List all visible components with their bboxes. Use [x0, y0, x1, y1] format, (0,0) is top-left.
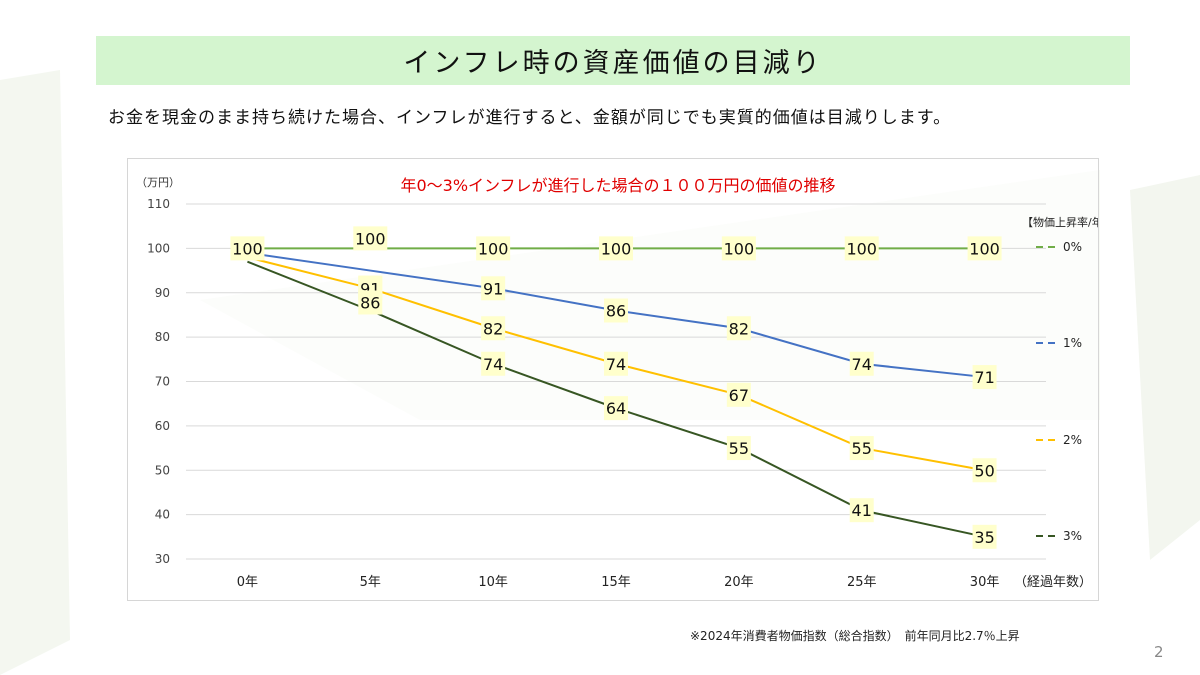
data-label: 100 — [355, 229, 386, 248]
y-tick-label: 110 — [147, 197, 170, 211]
x-tick-label: 25年 — [847, 575, 877, 590]
data-label-bg — [604, 396, 628, 421]
data-label-bg — [230, 236, 265, 261]
legend-title: 【物価上昇率/年】 — [1022, 215, 1098, 229]
x-axis-label: （経過年数） — [1014, 575, 1092, 590]
legend-label: 1% — [1063, 336, 1082, 350]
data-label: 55 — [729, 439, 749, 458]
y-axis-unit-label: （万円） — [136, 176, 180, 189]
data-labels: 1001001001001001001009591868274719182746… — [230, 226, 1002, 549]
data-label-bg — [972, 458, 997, 483]
data-label: 100 — [478, 239, 509, 258]
data-label: 41 — [852, 501, 872, 520]
data-label: 74 — [483, 355, 503, 374]
x-tick-label: 0年 — [237, 575, 258, 590]
page-number: 2 — [1154, 643, 1164, 661]
data-label: 74 — [606, 355, 626, 374]
x-tick-label: 5年 — [360, 575, 381, 590]
data-label: 64 — [606, 399, 626, 418]
data-label: 55 — [852, 439, 872, 458]
data-label-bg — [726, 436, 751, 461]
data-label: 35 — [974, 528, 994, 547]
data-label-bg — [481, 316, 506, 341]
x-tick-label: 20年 — [724, 575, 754, 590]
data-label: 82 — [729, 319, 749, 338]
data-label: 100 — [846, 239, 877, 258]
data-label-bg — [721, 236, 756, 261]
data-label: 67 — [729, 386, 749, 405]
data-label-bg — [726, 382, 751, 407]
x-tick-label: 15年 — [601, 575, 631, 590]
data-label: 86 — [360, 294, 380, 313]
data-label: 82 — [483, 319, 503, 338]
data-label: 91 — [483, 279, 503, 298]
legend-label: 0% — [1063, 240, 1082, 254]
data-label: 100 — [601, 239, 632, 258]
data-label-bg — [849, 498, 874, 523]
data-label-bg — [353, 226, 388, 251]
legend: 0% 1% 2% 3% — [1036, 240, 1082, 543]
data-label: 86 — [606, 302, 626, 321]
data-label: 100 — [724, 239, 755, 258]
axes: 30 40 50 60 70 80 90 100 110 0年 5年 10年 15年 20年 25年 30年 — [147, 197, 999, 590]
y-tick-label: 100 — [147, 241, 170, 255]
y-tick-label: 30 — [155, 552, 170, 566]
data-label-bg — [481, 276, 506, 301]
data-label-bg — [967, 236, 1002, 261]
series-lines — [247, 247, 985, 538]
data-label-bg — [972, 524, 997, 549]
data-label-bg — [604, 298, 628, 323]
y-tick-label: 70 — [155, 375, 170, 389]
chart-container: 30 40 50 60 70 80 90 100 110 0年 5年 10年 15年 20年 25年 30年 … — [127, 158, 1114, 601]
data-label-bg — [726, 316, 751, 341]
data-label: 100 — [969, 239, 1000, 258]
y-tick-label: 80 — [155, 330, 170, 344]
data-label-bg — [481, 351, 506, 376]
data-label-bg — [849, 351, 874, 376]
footnote: ※2024年消費者物価指数（総合指数） 前年同月比2.7％上昇 — [690, 629, 1020, 643]
y-tick-label: 50 — [155, 463, 170, 477]
chart-title: 年0～3%インフレが進行した場合の１００万円の価値の推移 — [400, 176, 835, 195]
data-label: 100 — [232, 239, 263, 258]
data-label-bg — [972, 365, 997, 390]
data-label: 74 — [852, 355, 872, 374]
y-tick-label: 40 — [155, 508, 170, 522]
x-tick-label: 30年 — [970, 575, 1000, 590]
data-label-bg — [849, 436, 874, 461]
data-label-bg — [844, 236, 879, 261]
data-label: 71 — [974, 368, 994, 387]
x-tick-label: 10年 — [478, 575, 508, 590]
data-label-bg — [358, 290, 383, 315]
title-bar: インフレ時の資産価値の目減り — [96, 36, 1130, 85]
y-tick-label: 60 — [155, 419, 170, 433]
y-tick-label: 90 — [155, 286, 170, 300]
legend-label: 3% — [1063, 529, 1082, 543]
slide-title: インフレ時の資産価値の目減り — [403, 48, 823, 79]
slide-subtitle: お金を現金のまま持ち続けた場合、インフレが進行すると、金額が同じでも実質的価値は… — [108, 108, 952, 128]
data-label-bg — [476, 236, 511, 261]
legend-label: 2% — [1063, 433, 1082, 447]
data-label-bg — [599, 236, 633, 261]
data-label: 50 — [974, 461, 994, 480]
data-label-bg — [604, 351, 628, 376]
